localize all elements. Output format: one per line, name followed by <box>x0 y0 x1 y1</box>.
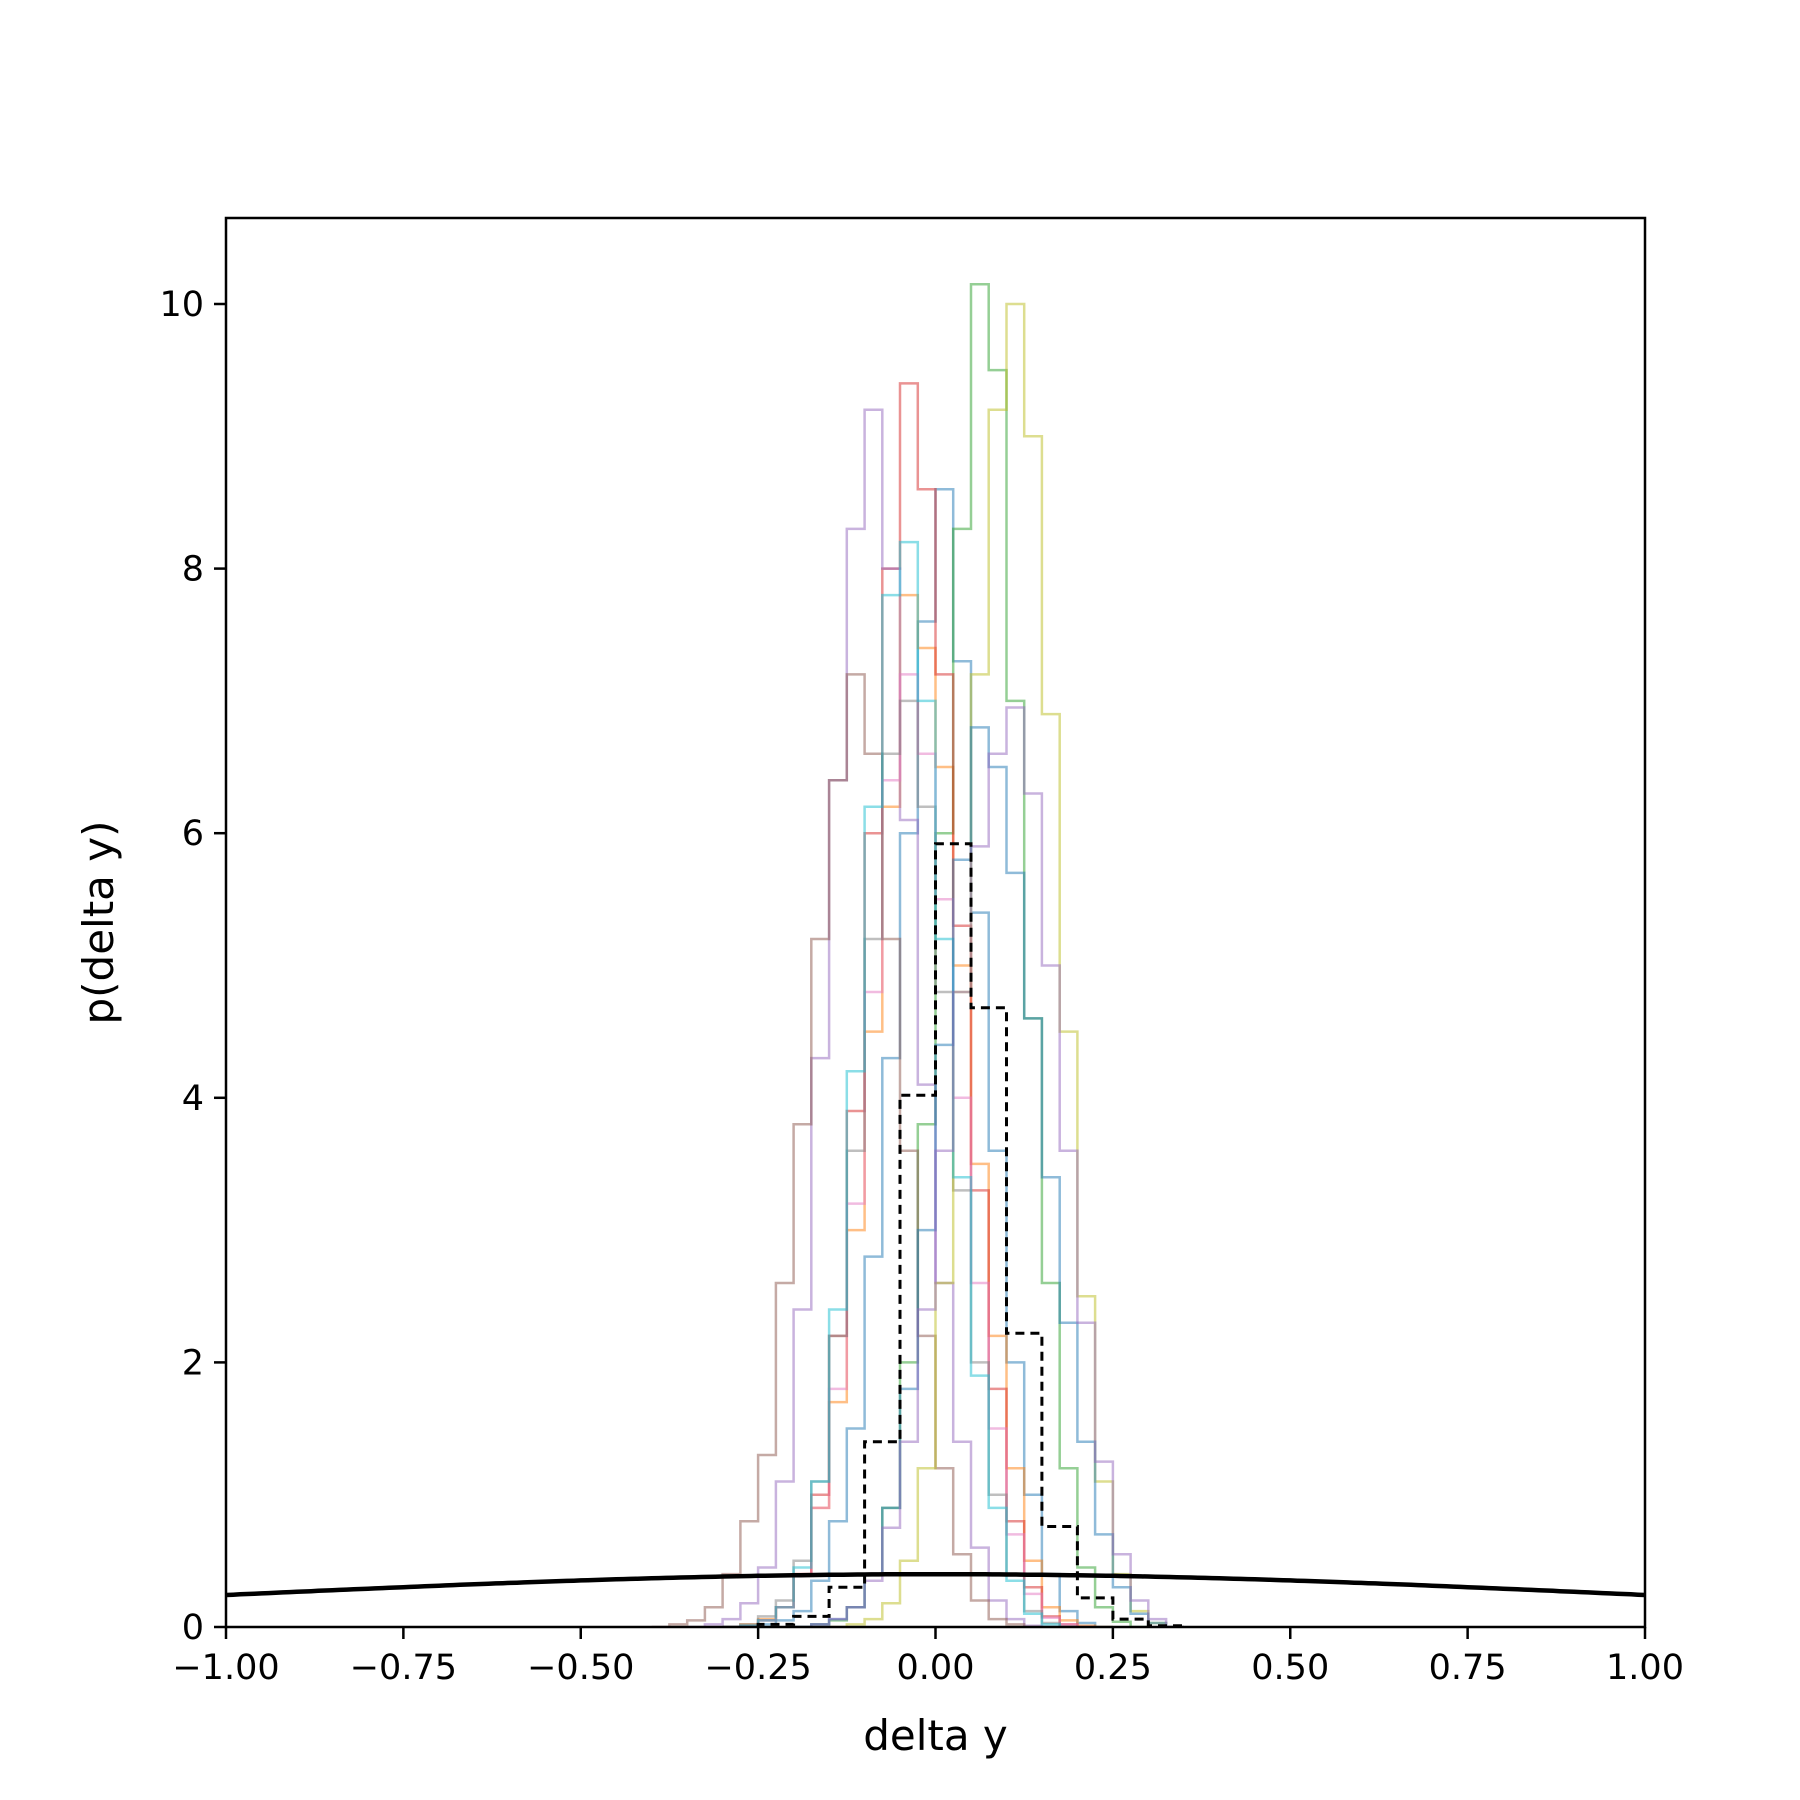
y-tick-label: 2 <box>182 1343 204 1383</box>
x-tick-label: −0.75 <box>350 1648 457 1688</box>
series-layer <box>226 282 1645 1627</box>
x-tick-label: −1.00 <box>172 1648 279 1688</box>
y-tick-label: 6 <box>182 814 204 854</box>
histogram-series-5 <box>687 408 1060 1627</box>
x-axis-label: delta y <box>863 1711 1008 1760</box>
x-tick-label: 1.00 <box>1606 1648 1684 1688</box>
gaussian-curve <box>226 1571 1645 1598</box>
x-tick-label: −0.25 <box>704 1648 811 1688</box>
x-tick-label: 0.50 <box>1251 1648 1329 1688</box>
x-tick-label: 0.75 <box>1429 1648 1507 1688</box>
y-axis-ticks: 0 2 4 6 8 10 <box>159 285 226 1648</box>
y-axis-label: p(delta y) <box>74 820 123 1024</box>
x-axis-ticks: −1.00 −0.75 −0.50 −0.25 0.00 0.25 0.50 0.75 1.00 <box>172 1627 1684 1688</box>
y-tick-label: 0 <box>182 1608 204 1648</box>
x-tick-label: −0.50 <box>527 1648 634 1688</box>
x-tick-label: 0.00 <box>897 1648 975 1688</box>
y-tick-label: 8 <box>182 550 204 590</box>
y-tick-label: 10 <box>159 285 204 325</box>
histogram-series-12 <box>793 706 1184 1627</box>
y-tick-label: 4 <box>182 1079 204 1119</box>
histogram-series-6 <box>651 673 1042 1627</box>
histogram-series-10 <box>722 540 1078 1627</box>
reference-histogram <box>756 842 1186 1627</box>
x-tick-label: 0.25 <box>1074 1648 1152 1688</box>
